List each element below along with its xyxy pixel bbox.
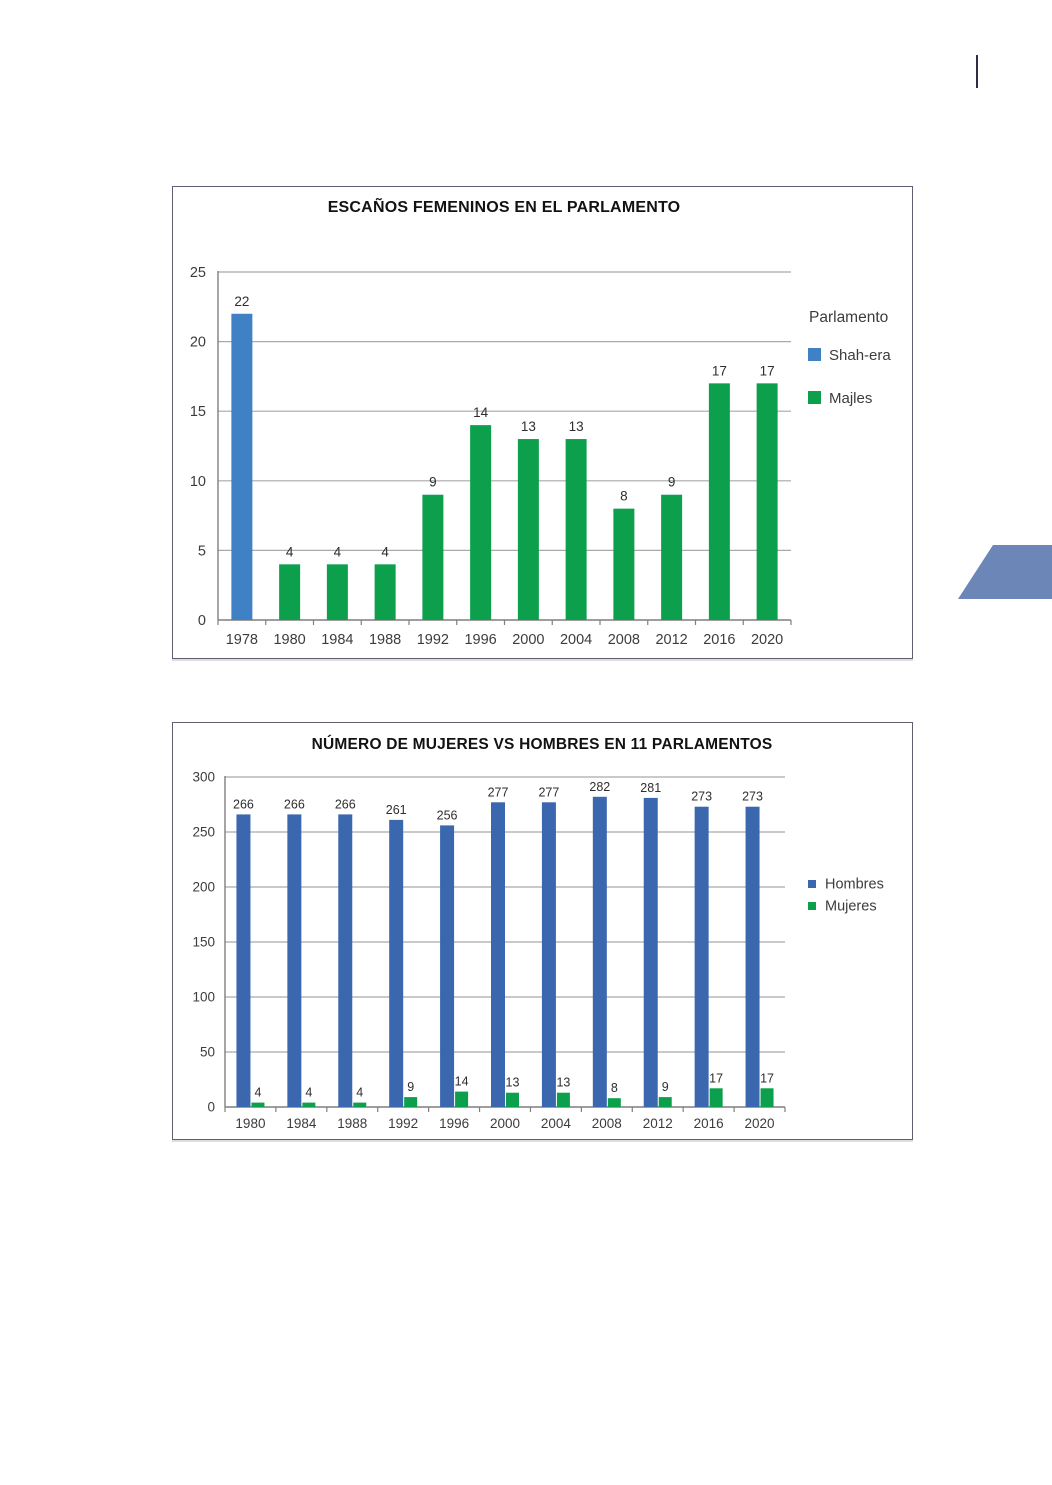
svg-text:2016: 2016 xyxy=(694,1116,724,1131)
svg-text:14: 14 xyxy=(473,405,489,420)
svg-text:1992: 1992 xyxy=(417,632,449,648)
chart-escanos-femeninos: ESCAÑOS FEMENINOS EN EL PARLAMENTO 0 5 10 1… xyxy=(172,186,913,659)
svg-text:2008: 2008 xyxy=(592,1116,622,1131)
svg-text:4: 4 xyxy=(305,1086,312,1100)
svg-text:9: 9 xyxy=(668,475,676,490)
svg-text:2008: 2008 xyxy=(608,632,640,648)
svg-text:281: 281 xyxy=(640,781,661,795)
svg-text:200: 200 xyxy=(192,880,215,895)
svg-text:13: 13 xyxy=(569,419,584,434)
svg-text:8: 8 xyxy=(611,1081,618,1095)
svg-text:2000: 2000 xyxy=(512,632,544,648)
svg-text:Parlamento: Parlamento xyxy=(809,309,888,326)
svg-text:266: 266 xyxy=(233,797,254,811)
svg-text:4: 4 xyxy=(334,544,342,559)
svg-text:282: 282 xyxy=(589,780,610,794)
chart2-plot: 0 50 100 150 200 250 300 266 4 1980 266 4 1984 266 4 19… xyxy=(192,770,884,1132)
svg-text:1984: 1984 xyxy=(286,1116,317,1131)
svg-text:1992: 1992 xyxy=(388,1116,418,1131)
svg-text:4: 4 xyxy=(381,544,389,559)
svg-text:Majles: Majles xyxy=(829,390,872,407)
page-edge-mark xyxy=(976,55,978,88)
svg-text:266: 266 xyxy=(284,797,305,811)
chart1-plot: 0 5 10 15 20 25 22 1978 4 1980 4 1984 4 1988 9 1992 14 19… xyxy=(190,265,892,648)
svg-text:25: 25 xyxy=(190,265,206,281)
svg-text:17: 17 xyxy=(760,363,775,378)
chart2-title: NÚMERO DE MUJERES VS HOMBRES EN 11 PARLA… xyxy=(311,736,773,753)
svg-text:256: 256 xyxy=(437,808,458,822)
svg-text:9: 9 xyxy=(662,1080,669,1094)
svg-text:1996: 1996 xyxy=(439,1116,469,1131)
chart1-title: ESCAÑOS FEMENINOS EN EL PARLAMENTO xyxy=(327,199,681,216)
svg-text:273: 273 xyxy=(742,790,763,804)
svg-text:1988: 1988 xyxy=(337,1116,367,1131)
svg-text:2004: 2004 xyxy=(560,632,592,648)
svg-text:22: 22 xyxy=(234,294,249,309)
corner-decoration xyxy=(958,545,1052,599)
svg-text:250: 250 xyxy=(192,825,215,840)
svg-text:300: 300 xyxy=(192,770,215,785)
svg-text:261: 261 xyxy=(386,803,407,817)
svg-text:8: 8 xyxy=(620,489,628,504)
svg-text:1984: 1984 xyxy=(321,632,353,648)
svg-text:1996: 1996 xyxy=(464,632,496,648)
svg-text:17: 17 xyxy=(760,1071,774,1085)
svg-text:150: 150 xyxy=(192,935,215,950)
svg-text:1980: 1980 xyxy=(273,632,305,648)
svg-text:10: 10 xyxy=(190,474,206,490)
svg-text:4: 4 xyxy=(254,1086,261,1100)
svg-text:266: 266 xyxy=(335,797,356,811)
svg-text:277: 277 xyxy=(538,785,559,799)
svg-text:2020: 2020 xyxy=(751,632,783,648)
svg-text:15: 15 xyxy=(190,404,206,420)
corner-parallelogram xyxy=(958,545,1052,599)
svg-text:2000: 2000 xyxy=(490,1116,520,1131)
svg-text:20: 20 xyxy=(190,335,206,351)
svg-text:1988: 1988 xyxy=(369,632,401,648)
svg-text:2016: 2016 xyxy=(703,632,735,648)
svg-text:9: 9 xyxy=(429,475,437,490)
svg-text:17: 17 xyxy=(712,363,727,378)
svg-text:Hombres: Hombres xyxy=(825,877,884,893)
svg-text:100: 100 xyxy=(192,990,215,1005)
svg-text:17: 17 xyxy=(709,1071,723,1085)
svg-text:Shah-era: Shah-era xyxy=(829,347,891,364)
svg-text:273: 273 xyxy=(691,790,712,804)
svg-text:13: 13 xyxy=(556,1076,570,1090)
svg-text:4: 4 xyxy=(286,544,294,559)
svg-text:2004: 2004 xyxy=(541,1116,572,1131)
svg-text:50: 50 xyxy=(200,1045,215,1060)
svg-text:Mujeres: Mujeres xyxy=(825,899,877,915)
chart-mujeres-vs-hombres: NÚMERO DE MUJERES VS HOMBRES EN 11 PARLA… xyxy=(172,722,913,1140)
svg-text:4: 4 xyxy=(356,1086,363,1100)
svg-text:9: 9 xyxy=(407,1080,414,1094)
svg-text:277: 277 xyxy=(488,785,509,799)
svg-text:13: 13 xyxy=(506,1076,520,1090)
svg-text:1980: 1980 xyxy=(235,1116,265,1131)
svg-text:13: 13 xyxy=(521,419,536,434)
svg-text:0: 0 xyxy=(207,1100,215,1115)
svg-text:5: 5 xyxy=(198,543,206,559)
svg-text:2020: 2020 xyxy=(745,1116,775,1131)
svg-text:1978: 1978 xyxy=(226,632,258,648)
svg-text:2012: 2012 xyxy=(643,1116,673,1131)
svg-text:14: 14 xyxy=(455,1075,469,1089)
svg-text:0: 0 xyxy=(198,613,206,629)
svg-text:2012: 2012 xyxy=(655,632,687,648)
